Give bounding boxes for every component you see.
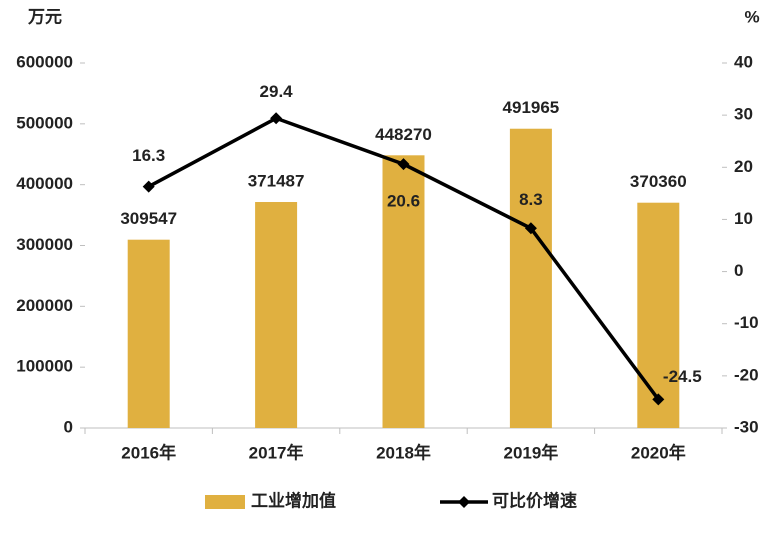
x-tick-label: 2018年 [376, 442, 431, 462]
y-tick-label: 500000 [16, 113, 73, 132]
bar [255, 202, 298, 428]
line-marker [270, 112, 283, 125]
bar [637, 202, 680, 428]
y-tick-label: 300000 [16, 235, 73, 254]
y2-tick-label: 10 [734, 209, 753, 228]
line-marker [652, 393, 665, 406]
x-tick-label: 2016年 [121, 442, 176, 462]
x-tick-label: 2020年 [631, 442, 686, 462]
y-tick-label: 200000 [16, 296, 73, 315]
bar-value-label: 448270 [375, 125, 432, 144]
legend-marker [458, 496, 470, 508]
bar [509, 128, 552, 428]
y2-tick-label: 40 [734, 52, 753, 71]
line-value-label: 29.4 [260, 82, 294, 101]
x-tick-label: 2017年 [249, 442, 304, 462]
legend-label: 工业增加值 [251, 490, 336, 510]
y-tick-label: 600000 [16, 52, 73, 71]
bar-value-label: 309547 [120, 209, 177, 228]
line-value-label: -24.5 [663, 367, 702, 386]
y2-axis-label: % [744, 7, 759, 26]
y2-tick-label: 20 [734, 157, 753, 176]
x-tick-label: 2019年 [503, 442, 558, 462]
line-value-label: 20.6 [387, 192, 420, 211]
y-tick-label: 0 [64, 417, 73, 436]
bar [127, 239, 170, 428]
y-tick-label: 400000 [16, 174, 73, 193]
line-marker [524, 222, 537, 235]
y2-tick-label: -10 [734, 313, 759, 332]
legend-swatch [205, 495, 245, 509]
bar-value-label: 370360 [630, 172, 687, 191]
line-value-label: 8.3 [519, 190, 543, 209]
y2-tick-label: -20 [734, 365, 759, 384]
y2-tick-label: 30 [734, 105, 753, 124]
legend-label: 可比价增速 [492, 490, 577, 510]
bar [382, 155, 425, 428]
y-tick-label: 100000 [16, 357, 73, 376]
bar-value-label: 371487 [248, 171, 305, 190]
line-marker [397, 158, 410, 171]
bar-value-label: 491965 [503, 98, 560, 117]
y2-tick-label: 0 [734, 261, 743, 280]
line-marker [142, 180, 155, 193]
line-value-label: 16.3 [132, 146, 165, 165]
y-axis-label: 万元 [27, 7, 62, 26]
y2-tick-label: -30 [734, 417, 759, 436]
